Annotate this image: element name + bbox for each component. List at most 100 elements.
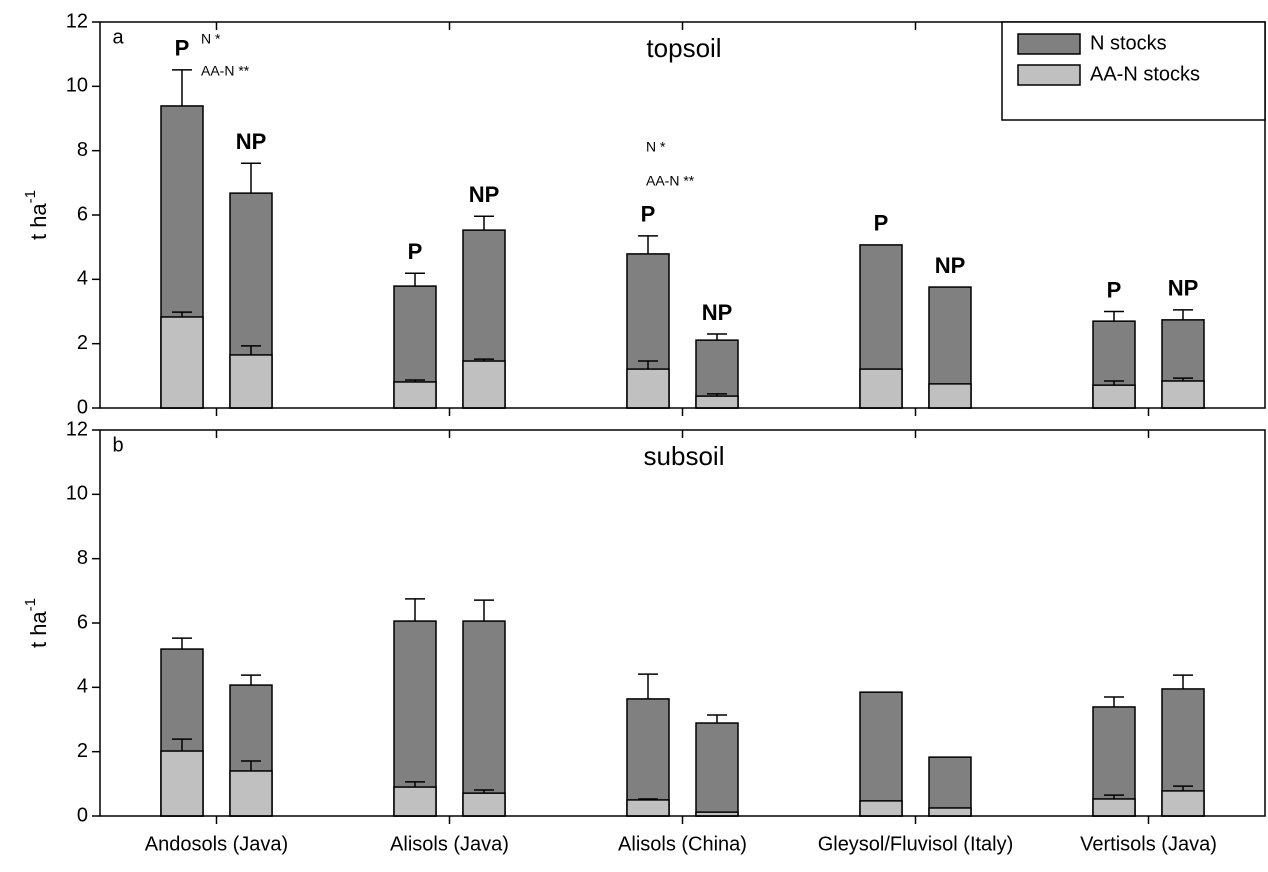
y-tick-label: 4 <box>77 268 88 290</box>
error-bar <box>1104 794 1124 799</box>
bar-label: NP <box>469 182 500 207</box>
bar <box>462 360 506 409</box>
bar <box>859 368 903 409</box>
plot-frame <box>99 429 1266 817</box>
panel-title: topsoil <box>646 33 721 63</box>
bar <box>229 770 273 817</box>
error-bar <box>172 311 192 317</box>
bar-label: NP <box>236 129 267 154</box>
error-bar <box>1173 377 1193 381</box>
x-tick-label: Vertisols (Java) <box>1080 833 1217 855</box>
legend-swatch <box>1017 33 1081 55</box>
error-bar <box>241 345 261 355</box>
error-bar <box>172 637 192 650</box>
bar <box>1161 380 1205 409</box>
y-tick-label: 6 <box>77 611 88 633</box>
panel-label: a <box>112 26 124 48</box>
y-tick-label: 2 <box>77 740 88 762</box>
bar <box>859 691 903 817</box>
error-bar <box>474 358 494 362</box>
y-tick-label: 8 <box>77 547 88 569</box>
bar <box>462 792 506 817</box>
y-tick-label: 0 <box>77 396 88 418</box>
error-bar <box>474 599 494 622</box>
bar <box>859 800 903 817</box>
y-tick-label: 2 <box>77 332 88 354</box>
error-bar <box>1173 785 1193 791</box>
error-bar <box>638 673 658 699</box>
x-tick-label: Gleysol/Fluvisol (Italy) <box>818 833 1014 855</box>
bar-label: P <box>175 36 190 61</box>
error-bar <box>405 598 425 622</box>
error-bar <box>638 360 658 370</box>
y-tick-label: 10 <box>66 483 88 505</box>
plot-frame <box>99 21 1266 409</box>
panel-label: b <box>112 434 123 456</box>
bar <box>626 698 670 817</box>
error-bar <box>172 738 192 752</box>
bar-label: NP <box>702 300 733 325</box>
bar <box>462 620 506 817</box>
bar <box>928 383 972 409</box>
legend-label: N stocks <box>1090 32 1167 54</box>
bar <box>160 750 204 817</box>
bar-label: P <box>641 202 656 227</box>
y-tick-label: 12 <box>66 418 88 440</box>
bar <box>1161 790 1205 817</box>
error-bar <box>707 714 727 724</box>
bar <box>928 756 972 817</box>
y-axis-label-text: t ha <box>26 611 51 648</box>
y-tick-label: 4 <box>77 676 88 698</box>
y-axis-label-sup: -1 <box>22 598 39 611</box>
error-bar <box>405 272 425 287</box>
x-tick-label: Alisols (Java) <box>390 833 509 855</box>
error-bar <box>474 789 494 794</box>
error-bar <box>474 215 494 231</box>
y-tick-label: 8 <box>77 139 88 161</box>
significance-note: N * <box>201 31 221 47</box>
error-bar <box>638 235 658 254</box>
y-tick-label: 6 <box>77 203 88 225</box>
bar-label: P <box>874 211 889 236</box>
significance-note: AA-N ** <box>646 173 695 189</box>
error-bar <box>172 69 192 106</box>
bar <box>626 799 670 817</box>
bar <box>393 381 437 409</box>
y-tick-label: 12 <box>66 10 88 32</box>
error-bar <box>1104 310 1124 322</box>
bar <box>928 807 972 817</box>
significance-note: AA-N ** <box>201 63 250 79</box>
error-bar <box>405 781 425 788</box>
legend-swatch <box>1017 64 1081 86</box>
bar <box>229 354 273 409</box>
error-bar <box>1173 309 1193 320</box>
error-bar <box>1104 696 1124 707</box>
bar <box>1092 384 1136 409</box>
error-bar <box>638 798 658 800</box>
y-axis-label: t ha-1 <box>22 598 51 648</box>
bar <box>626 368 670 409</box>
error-bar <box>405 379 425 382</box>
error-bar <box>707 333 727 341</box>
bar-label: NP <box>935 253 966 278</box>
y-axis-label: t ha-1 <box>22 190 51 240</box>
bar <box>695 395 739 409</box>
bar <box>1092 798 1136 817</box>
error-bar <box>1104 380 1124 386</box>
error-bar <box>707 393 727 397</box>
bar <box>695 722 739 817</box>
error-bar <box>241 674 261 686</box>
error-bar <box>1173 674 1193 689</box>
legend-label: AA-N stocks <box>1090 63 1200 85</box>
error-bar <box>241 162 261 194</box>
bar-label: P <box>1107 277 1122 302</box>
x-tick-label: Alisols (China) <box>618 833 747 855</box>
y-tick-label: 10 <box>66 75 88 97</box>
bar <box>393 786 437 817</box>
panel-title: subsoil <box>644 441 725 471</box>
y-axis-label-sup: -1 <box>22 190 39 203</box>
y-axis-label-text: t ha <box>26 203 51 240</box>
error-bar <box>241 760 261 771</box>
bar-label: NP <box>1168 276 1199 301</box>
